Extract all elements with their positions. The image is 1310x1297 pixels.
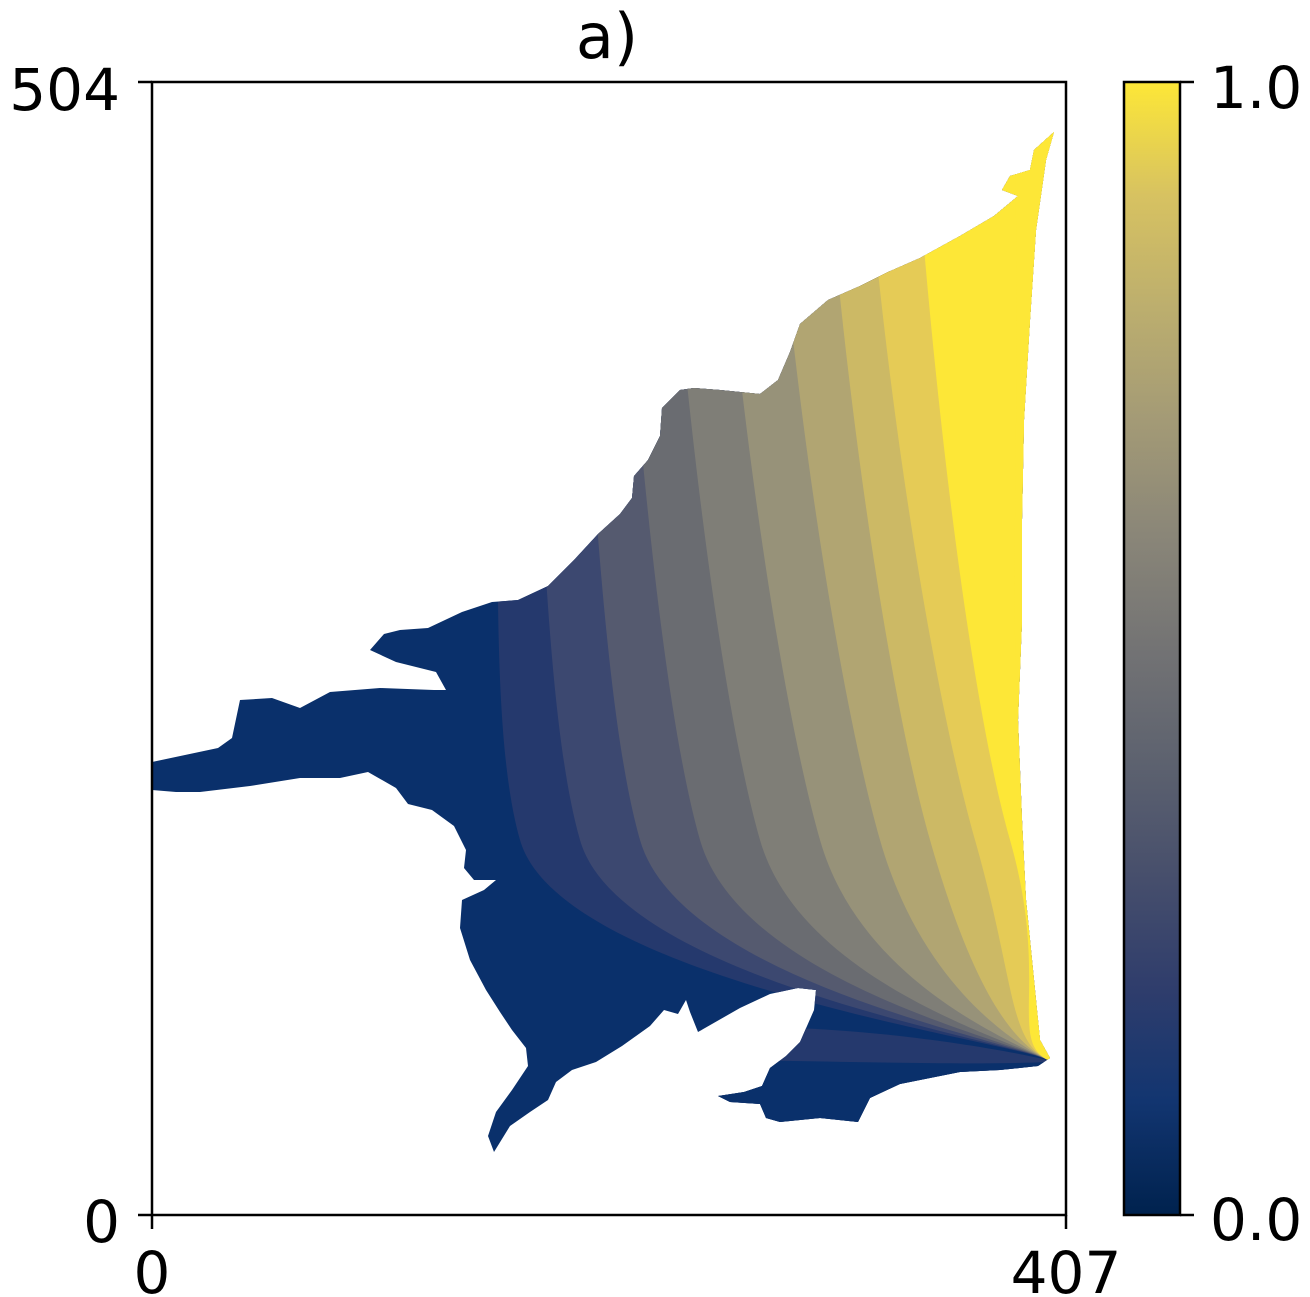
colorbar-tick-label-min: 0.0 [1210, 1186, 1302, 1254]
x-tick-label-min: 0 [134, 1239, 171, 1297]
x-tick-label-max: 407 [1011, 1239, 1122, 1297]
y-tick-label-min: 0 [83, 1188, 120, 1256]
chart-title: a) [576, 0, 638, 73]
plot-frame [150, 80, 1068, 1217]
colorbar-tick-label-max: 1.0 [1210, 54, 1302, 122]
contour-bands [152, 132, 1054, 1152]
contour-band-south-low [700, 1060, 1054, 1140]
colorbar [1122, 80, 1182, 1217]
y-tick-label-max: 504 [9, 56, 120, 124]
